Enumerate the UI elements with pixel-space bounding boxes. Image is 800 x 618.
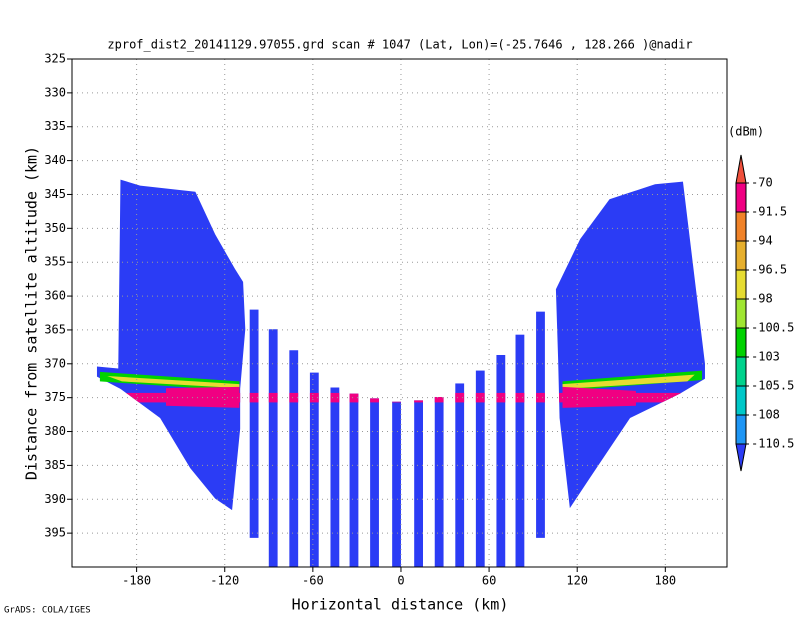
x-tick-label: -180	[122, 574, 151, 588]
swath-column	[515, 334, 525, 567]
colorbar-triangle	[735, 443, 747, 472]
colorbar-box	[735, 182, 747, 213]
swath-region	[96, 179, 246, 511]
y-tick-label: 340	[44, 153, 66, 167]
chart-title: zprof_dist2_20141129.97055.grd scan # 10…	[107, 38, 692, 52]
y-tick-label: 350	[44, 221, 66, 235]
plot-area	[96, 179, 705, 567]
swath-region	[555, 181, 705, 509]
colorbar-label: -108	[751, 408, 780, 422]
colorbar-box	[735, 211, 747, 242]
y-tick-label: 360	[44, 289, 66, 303]
swath-column	[330, 387, 340, 567]
swath-column	[475, 370, 485, 567]
y-tick-label: 330	[44, 85, 66, 99]
colorbar-box	[735, 327, 747, 358]
y-tick-label: 395	[44, 526, 66, 540]
colorbar-box	[735, 240, 747, 271]
swath-column	[434, 396, 444, 567]
x-axis-label: Horizontal distance (km)	[292, 596, 509, 614]
colorbar-label: -110.5	[751, 437, 794, 451]
swath-column	[249, 309, 259, 538]
colorbar-box	[735, 385, 747, 416]
colorbar-label: -100.5	[751, 321, 794, 335]
swath-column	[268, 329, 278, 567]
y-tick-label: 375	[44, 390, 66, 404]
swath-column	[392, 401, 401, 567]
y-axis-label: Distance from satellite altitude (km)	[23, 146, 41, 480]
swath-region	[107, 375, 240, 389]
swath-column	[370, 398, 379, 567]
y-tick-label: 385	[44, 458, 66, 472]
y-tick-label: 380	[44, 424, 66, 438]
swath-column	[414, 400, 423, 567]
colorbar-label: -70	[751, 176, 773, 190]
x-tick-label: 120	[566, 574, 588, 588]
swath-column	[309, 372, 319, 567]
colorbar-box	[735, 414, 747, 445]
y-tick-label: 345	[44, 187, 66, 201]
colorbar-triangle	[735, 154, 747, 184]
x-tick-label: 180	[654, 574, 676, 588]
bright-band	[96, 392, 705, 403]
swath-column	[349, 393, 359, 567]
x-tick-label: 60	[482, 574, 496, 588]
colorbar-box	[735, 356, 747, 387]
y-tick-label: 335	[44, 119, 66, 133]
y-tick-label: 390	[44, 492, 66, 506]
swath-column	[289, 350, 299, 567]
plot-frame	[71, 58, 728, 568]
swath-region	[562, 374, 695, 389]
y-tick-label: 325	[44, 52, 66, 66]
y-tick-label: 370	[44, 356, 66, 370]
swath-column	[455, 383, 465, 567]
swath-column	[536, 311, 545, 538]
x-tick-label: 0	[397, 574, 404, 588]
colorbar-label: -105.5	[751, 379, 794, 393]
footer: GrADS: COLA/IGES	[4, 606, 91, 616]
colorbar-box	[735, 269, 747, 300]
y-tick-label: 365	[44, 322, 66, 336]
y-tick-label: 355	[44, 255, 66, 269]
colorbar-label: -103	[751, 350, 780, 364]
colorbar-label: -94	[751, 234, 773, 248]
x-tick-label: -120	[210, 574, 239, 588]
colorbar-label: (dBm)	[728, 125, 764, 139]
colorbar-label: -96.5	[751, 263, 787, 277]
colorbar-box	[735, 298, 747, 329]
swath-column	[496, 354, 506, 567]
x-tick-label: -60	[302, 574, 324, 588]
colorbar-label: -98	[751, 292, 773, 306]
colorbar-label: -91.5	[751, 205, 787, 219]
